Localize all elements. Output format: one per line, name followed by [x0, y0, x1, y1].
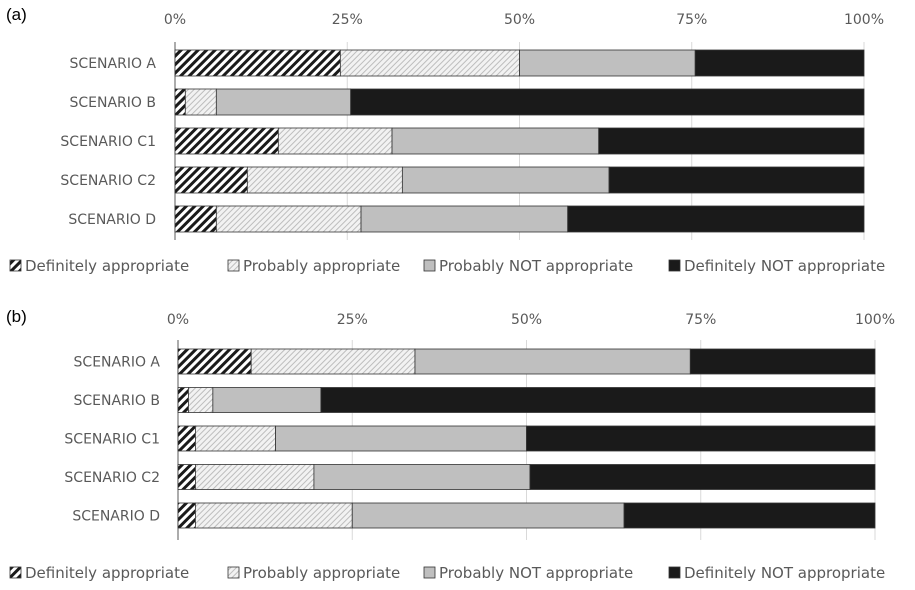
bar-segment: [215, 205, 362, 233]
x-tick-labels-a: 0% 25% 50% 75% 100%: [164, 12, 884, 28]
bar-segment: [215, 88, 352, 116]
legend-swatch: [9, 566, 22, 579]
bar-segment: [195, 502, 353, 529]
legend-swatch: [9, 259, 22, 272]
bar-segment: [195, 464, 315, 490]
category-labels-b: SCENARIO A SCENARIO B SCENARIO C1 SCENARIO …: [64, 355, 160, 525]
bar-segment: [689, 348, 876, 375]
legend-b: Definitely appropriate Probably appropria…: [9, 564, 885, 582]
x-tick-label: 25%: [337, 312, 368, 328]
legend-label: Definitely appropriate: [25, 257, 189, 275]
bar-segment: [174, 49, 341, 77]
bar-segment: [598, 127, 865, 155]
bar-segment: [250, 348, 416, 375]
bar-segment: [177, 502, 196, 529]
x-tick-label: 25%: [332, 12, 363, 28]
bar-segment: [246, 166, 403, 194]
bar-segment: [401, 166, 610, 194]
bar-segment: [519, 49, 696, 77]
bar-segment: [526, 425, 876, 452]
bar-segment: [320, 387, 876, 413]
category-label: SCENARIO D: [68, 212, 156, 228]
legend-swatch: [423, 566, 436, 579]
x-tick-label: 50%: [511, 312, 542, 328]
bars-a: [174, 49, 865, 233]
bar-segment: [177, 387, 189, 413]
bar-segment: [184, 88, 217, 116]
category-label: SCENARIO A: [70, 56, 157, 72]
bar-segment: [177, 425, 196, 452]
bar-segment: [174, 166, 248, 194]
chart-panel-a: (a) 0% 25% 50% 75% 100% SCENARIO A SCENARIO B…: [6, 5, 885, 275]
bar-segment: [391, 127, 600, 155]
x-tick-label: 75%: [685, 312, 716, 328]
legend-a: Definitely appropriate Probably appropria…: [9, 257, 885, 275]
legend-swatch: [227, 566, 240, 579]
legend-label: Probably NOT appropriate: [439, 564, 633, 582]
category-label: SCENARIO A: [74, 355, 161, 371]
bar-segment: [350, 88, 865, 116]
bars-b: [177, 348, 876, 529]
category-labels-a: SCENARIO A SCENARIO B SCENARIO C1 SCENARIO …: [60, 56, 156, 228]
legend-label: Probably NOT appropriate: [439, 257, 633, 275]
bar-segment: [195, 425, 276, 452]
x-tick-label: 75%: [676, 12, 707, 28]
category-label: SCENARIO B: [74, 393, 161, 409]
legend-label: Probably appropriate: [243, 564, 400, 582]
legend-swatch: [227, 259, 240, 272]
bar-segment: [623, 502, 876, 529]
legend-swatch: [668, 259, 681, 272]
x-tick-label: 50%: [504, 12, 535, 28]
legend-label: Definitely appropriate: [25, 564, 189, 582]
x-tick-labels-b: 0% 25% 50% 75% 100%: [167, 312, 895, 328]
legend-label: Probably appropriate: [243, 257, 400, 275]
legend-swatch: [423, 259, 436, 272]
bar-segment: [174, 127, 279, 155]
chart-panel-b: (b) 0% 25% 50% 75% 100% SCENARIO A SCENARIO B…: [6, 307, 895, 582]
bar-segment: [177, 348, 252, 375]
category-label: SCENARIO C2: [64, 470, 160, 486]
bar-segment: [414, 348, 691, 375]
category-label: SCENARIO C2: [60, 173, 156, 189]
bar-segment: [567, 205, 865, 233]
bar-segment: [174, 88, 186, 116]
category-label: SCENARIO D: [72, 509, 160, 525]
bar-segment: [339, 49, 520, 77]
panel-label-b: (b): [6, 307, 27, 326]
legend-swatch: [668, 566, 681, 579]
bar-segment: [351, 502, 625, 529]
bar-segment: [529, 464, 876, 490]
bar-segment: [608, 166, 865, 194]
category-label: SCENARIO B: [70, 95, 157, 111]
x-tick-label: 0%: [167, 312, 189, 328]
x-tick-label: 100%: [844, 12, 884, 28]
bar-segment: [277, 127, 393, 155]
category-label: SCENARIO C1: [60, 134, 156, 150]
legend-label: Definitely NOT appropriate: [684, 564, 885, 582]
legend-label: Definitely NOT appropriate: [684, 257, 885, 275]
bar-segment: [694, 49, 865, 77]
panel-label-a: (a): [6, 5, 27, 24]
bar-segment: [360, 205, 569, 233]
bar-segment: [275, 425, 527, 452]
category-label: SCENARIO C1: [64, 432, 160, 448]
bar-segment: [174, 205, 217, 233]
bar-segment: [177, 464, 196, 490]
x-tick-label: 100%: [855, 312, 895, 328]
x-tick-label: 0%: [164, 12, 186, 28]
bar-segment: [212, 387, 322, 413]
bar-segment: [313, 464, 531, 490]
bar-segment: [188, 387, 214, 413]
